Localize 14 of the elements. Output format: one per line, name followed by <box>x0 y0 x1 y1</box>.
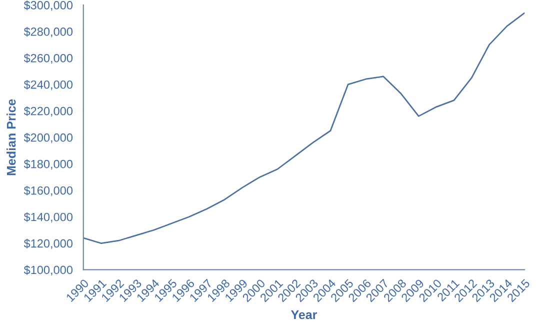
y-tick-label: $180,000 <box>24 159 73 170</box>
y-tick-label: $100,000 <box>24 265 73 276</box>
y-tick-label: $260,000 <box>24 53 73 64</box>
line-series <box>83 12 525 244</box>
y-tick-label: $160,000 <box>24 186 73 196</box>
y-tick-label: $240,000 <box>24 80 73 90</box>
y-tick-label: $120,000 <box>24 238 73 250</box>
y-tick-label: $140,000 <box>24 212 73 223</box>
y-tick-label: $300,000 <box>24 0 73 11</box>
y-tick-label: $200,000 <box>24 132 73 144</box>
y-tick-label: $220,000 <box>24 106 73 117</box>
x-axis-title: Year <box>290 310 317 320</box>
y-axis-title: Median Price <box>6 99 16 176</box>
y-tick-label: $280,000 <box>24 27 73 38</box>
